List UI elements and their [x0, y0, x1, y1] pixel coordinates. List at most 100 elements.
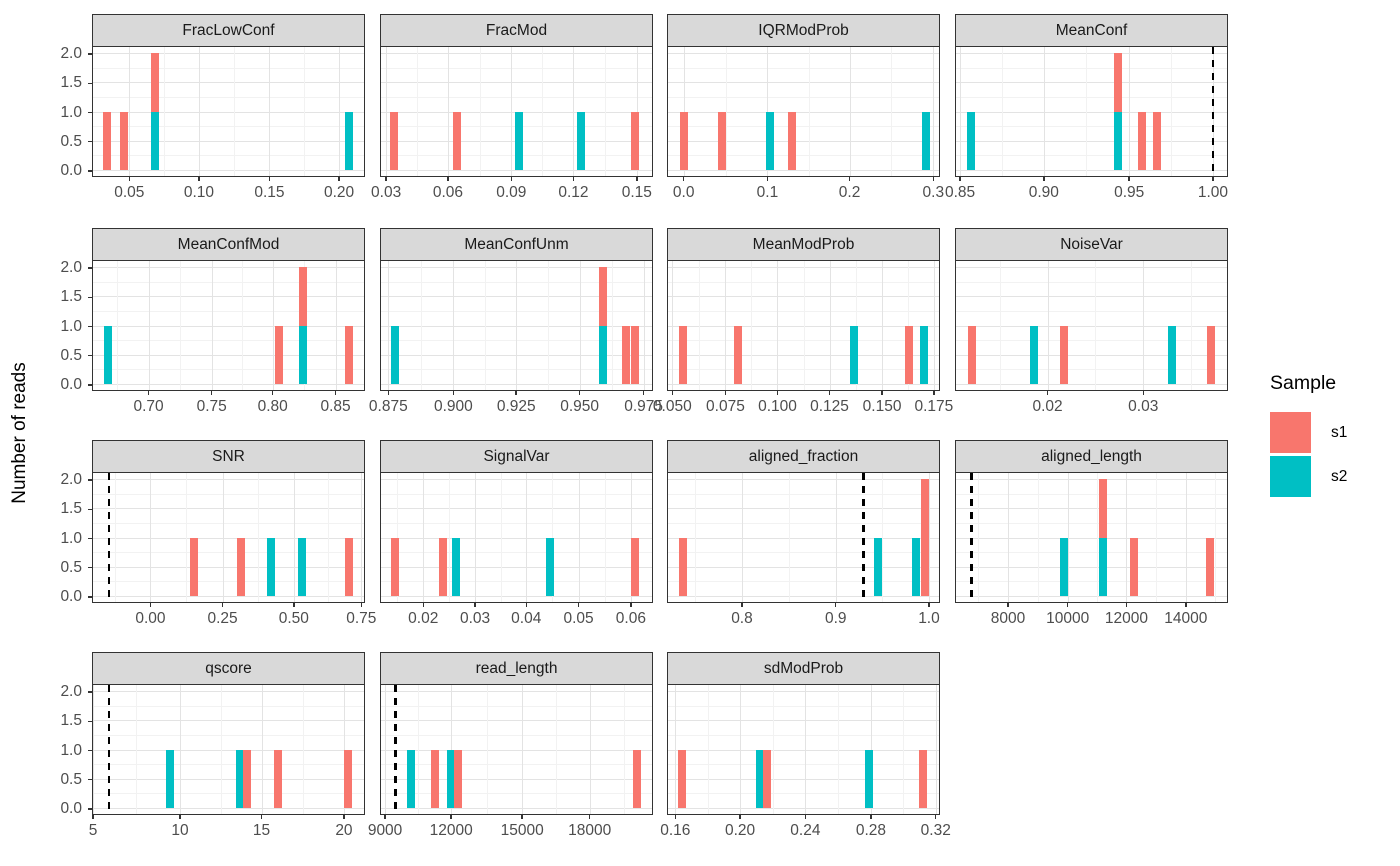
gridline-major — [573, 47, 575, 176]
x-axis: 5 10 15 20 — [89, 815, 365, 849]
y-axis-row-0: 2.0 1.5 1.0 0.5 0.0 — [0, 45, 92, 179]
histogram-bar-s1 — [718, 111, 727, 170]
histogram-bar-s2 — [1059, 537, 1068, 596]
gridline-minor — [956, 340, 1227, 342]
x-tick-label: 0.15 — [621, 184, 652, 201]
plot-area — [380, 684, 653, 815]
y-tick-mark — [88, 479, 92, 481]
gridline-major — [211, 261, 213, 390]
x-tick-mark — [525, 603, 527, 607]
histogram-bar-s1 — [904, 325, 913, 384]
facet-strip: NoiseVar — [955, 228, 1228, 261]
y-tick-mark — [88, 111, 92, 114]
histogram-bar-s1 — [1153, 111, 1162, 170]
gridline-major — [522, 685, 524, 814]
histogram-bar-s1 — [632, 749, 641, 808]
x-tick-mark — [642, 391, 645, 395]
reference-line — [1211, 47, 1215, 176]
gridline-minor — [327, 473, 329, 602]
facet-panel-SignalVar: SignalVar 0.02 0.03 0.04 0.05 0.06 — [380, 440, 653, 637]
gridline-major — [526, 473, 528, 602]
x-tick-label: 0.95 — [1114, 184, 1145, 201]
histogram-bar-s1 — [274, 749, 283, 808]
histogram-bar-s1 — [1099, 479, 1108, 596]
x-tick-label: 12000 — [429, 822, 473, 839]
gridline-minor — [242, 261, 244, 390]
x-tick-mark — [1128, 177, 1130, 181]
histogram-bar-s1 — [438, 537, 447, 596]
gridline-minor — [93, 734, 364, 736]
x-tick-label: 0.85 — [944, 184, 976, 201]
x-axis: 0.050 0.075 0.100 0.125 0.150 0.175 — [653, 391, 953, 425]
gridline-minor — [956, 369, 1227, 371]
x-axis: 8000 10000 12000 14000 — [955, 603, 1228, 637]
gridline-major — [668, 691, 939, 693]
y-tick-label: 0.0 — [60, 587, 82, 605]
histogram-bar-s2 — [407, 749, 416, 808]
facet-strip: aligned_length — [955, 440, 1228, 473]
x-tick-label: 0.2 — [838, 184, 861, 201]
histogram-bar-s2 — [919, 325, 928, 384]
gridline-minor — [381, 793, 652, 795]
legend-item-s2: s2 — [1270, 456, 1398, 497]
facet-panel-read_length: read_length 9000 12000 15000 18000 — [368, 652, 653, 849]
histogram-bar-s1 — [678, 537, 687, 596]
gridline-major — [93, 267, 364, 269]
gridline-major — [933, 47, 935, 176]
reference-line — [970, 473, 973, 602]
x-tick-mark — [724, 391, 727, 395]
gridline-major — [511, 47, 513, 176]
gridline-minor — [302, 685, 304, 814]
x-tick-label: 0.90 — [1028, 184, 1059, 201]
x-tick-mark — [572, 177, 575, 181]
y-tick-label: 1.5 — [60, 74, 82, 92]
gridline-major — [668, 720, 939, 722]
x-tick-label: 0.06 — [432, 184, 464, 201]
gridline-major — [339, 47, 341, 176]
y-tick-mark — [88, 325, 92, 328]
y-axis-row-3: 2.0 1.5 1.0 0.5 0.0 — [0, 683, 92, 817]
gridline-minor — [903, 685, 905, 814]
y-tick-mark — [88, 82, 92, 85]
x-tick-label: 0.100 — [758, 398, 797, 415]
gridline-minor — [668, 126, 939, 128]
gridline-major — [381, 537, 652, 539]
x-tick-label: 0.04 — [511, 610, 542, 627]
histogram-bar-s1 — [190, 537, 199, 596]
gridline-minor — [772, 685, 774, 814]
x-tick-label: 18000 — [568, 822, 612, 839]
x-tick-label: 0.75 — [196, 398, 227, 415]
x-tick-label: 0.00 — [135, 610, 166, 627]
y-tick-label: 2.0 — [60, 683, 82, 701]
gridline-major — [381, 778, 652, 780]
y-tick-label: 1.5 — [60, 288, 82, 306]
facet-strip: sdModProb — [667, 652, 940, 685]
gridline-major — [668, 595, 939, 597]
histogram-bar-s2 — [966, 111, 975, 170]
facet-panel-sdModProb: sdModProb 0.16 0.20 0.24 0.28 0.32 — [660, 652, 951, 849]
x-tick-mark — [674, 815, 677, 819]
histogram-bar-s2 — [298, 537, 307, 596]
gridline-major — [447, 47, 449, 176]
gridline-minor — [668, 581, 939, 583]
x-tick-mark — [870, 815, 872, 819]
gridline-minor — [484, 261, 486, 390]
gridline-major — [93, 778, 364, 780]
gridline-major — [381, 749, 652, 751]
x-tick-mark — [848, 177, 851, 181]
histogram-bar-s2 — [1114, 111, 1123, 170]
gridline-minor — [855, 261, 857, 390]
plot-area — [380, 472, 653, 603]
x-tick-mark — [474, 603, 476, 607]
facet-title: IQRModProb — [758, 21, 849, 39]
gridline-minor — [956, 126, 1227, 128]
y-tick-mark — [88, 566, 92, 569]
x-tick-mark — [447, 177, 449, 181]
gridline-minor — [420, 261, 422, 390]
gridline-major — [198, 47, 200, 176]
gridline-major — [870, 685, 872, 814]
x-axis: 0.70 0.75 0.80 0.85 — [92, 391, 365, 425]
x-tick-label: 0.925 — [496, 398, 536, 415]
x-tick-label: 0.8 — [731, 610, 753, 627]
gridline-major — [956, 111, 1227, 113]
